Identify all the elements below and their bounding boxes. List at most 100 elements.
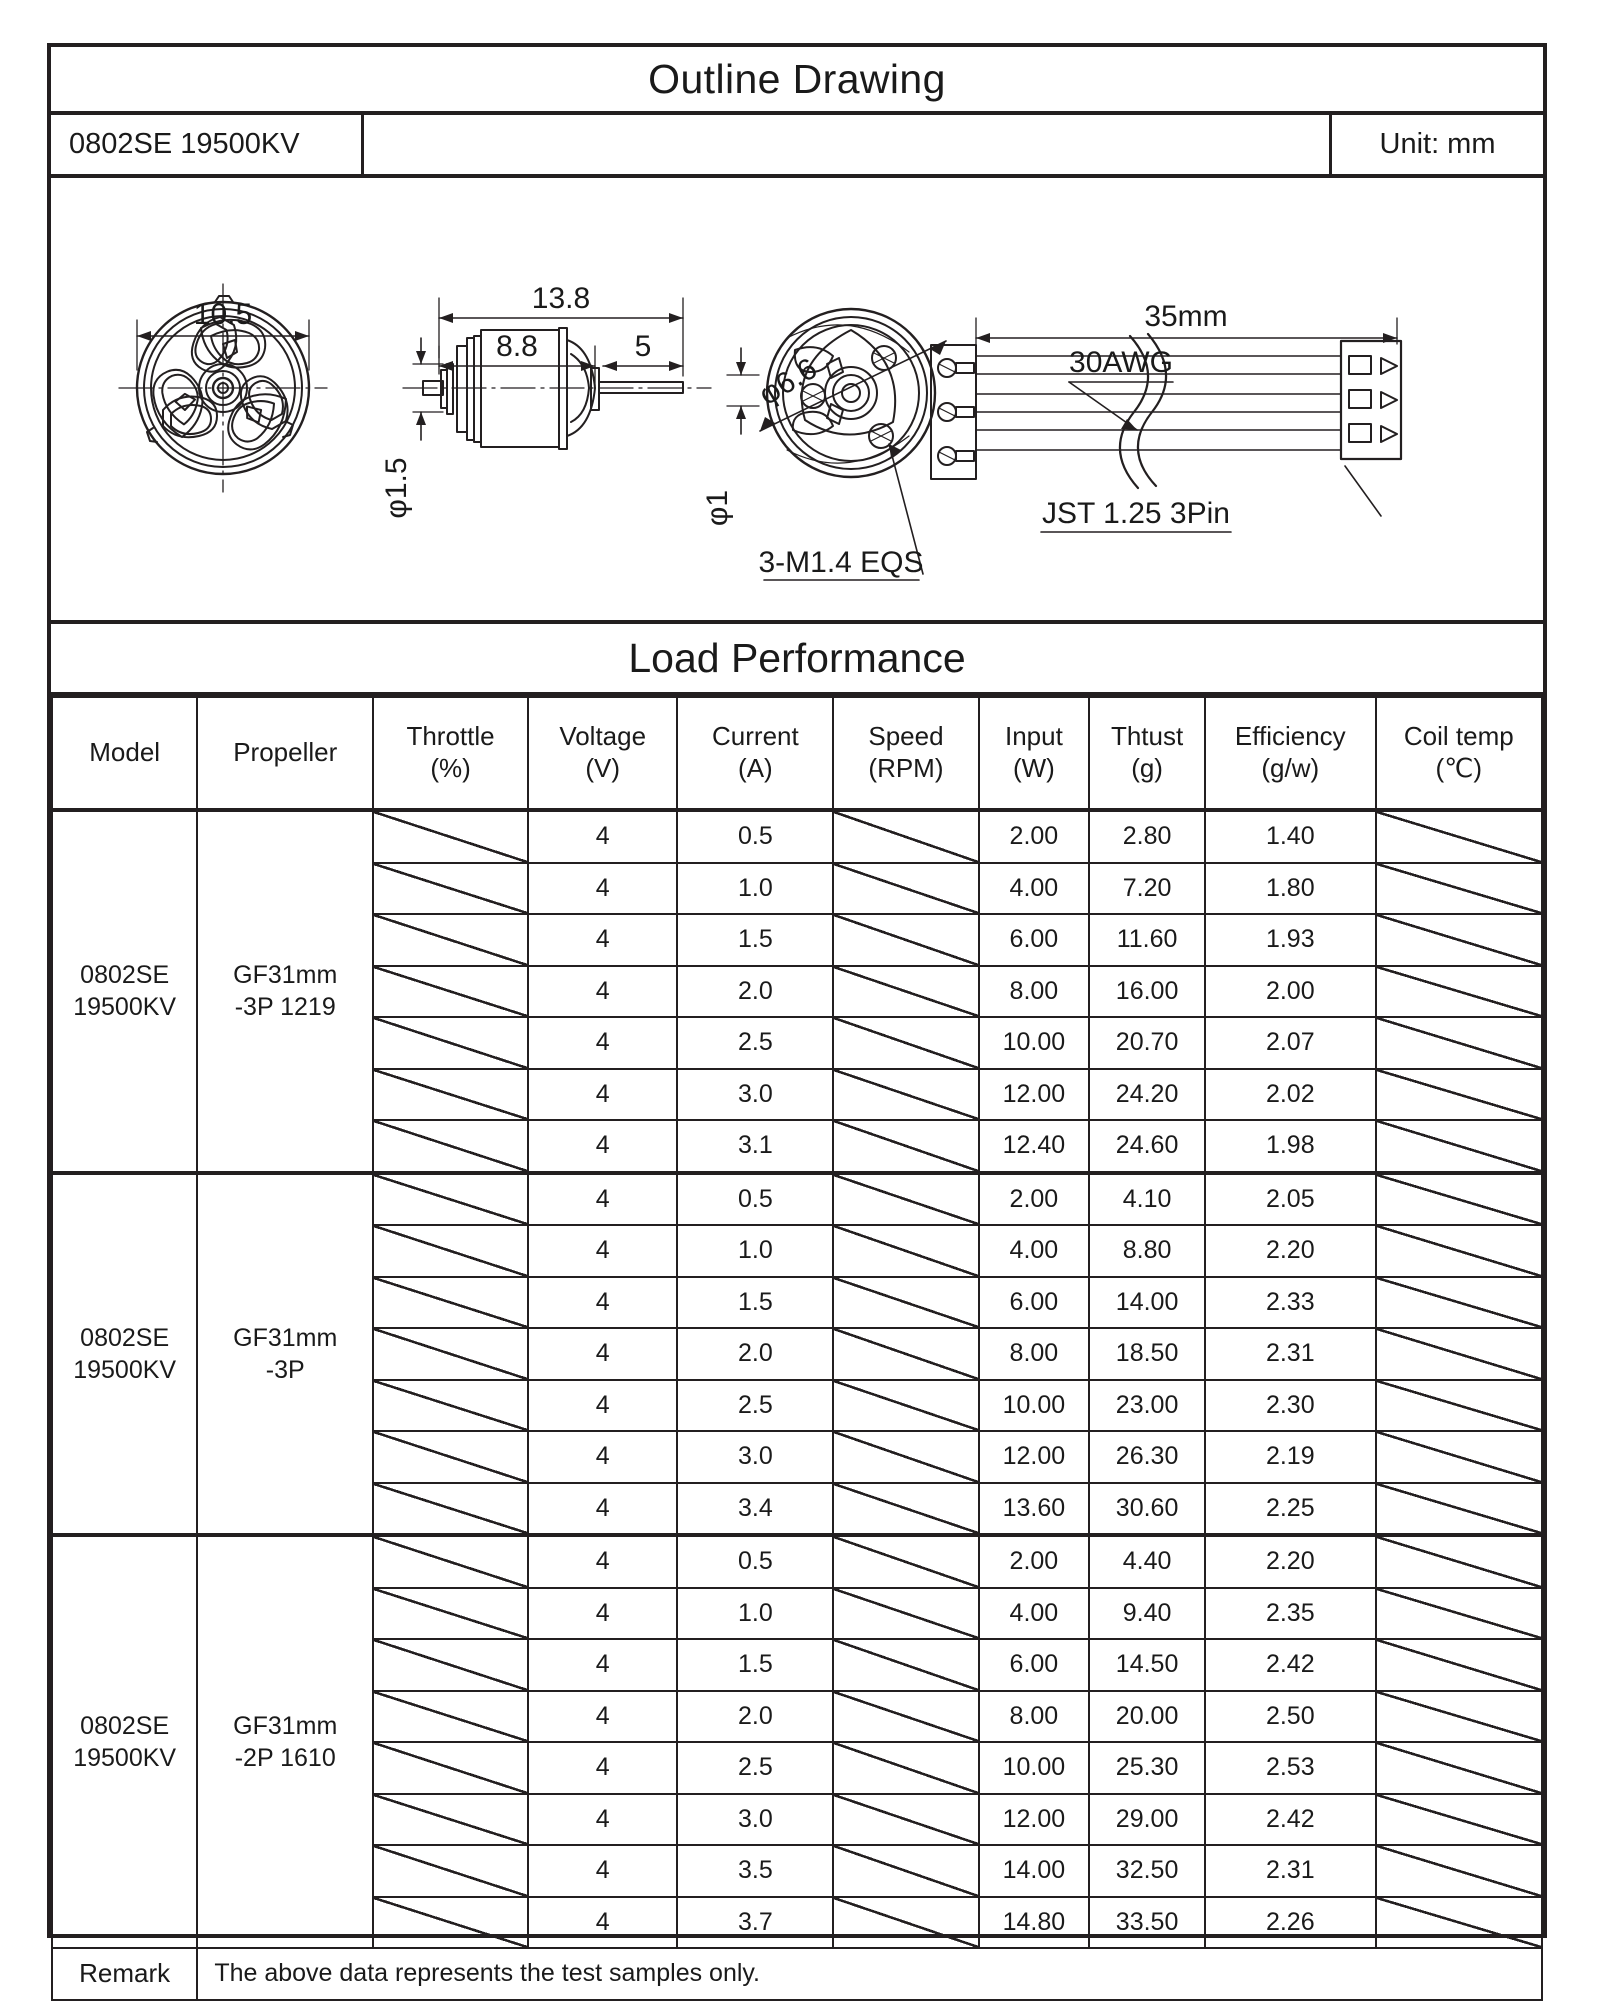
cell-thrust: 24.20 xyxy=(1088,1067,1206,1121)
cell-coil-temp xyxy=(1374,1224,1544,1278)
cell-coil-temp xyxy=(1374,1275,1544,1329)
dim-body-length: 8.8 xyxy=(496,330,538,363)
cell-thrust: 14.00 xyxy=(1088,1275,1206,1329)
cell-voltage: 4 xyxy=(526,1586,679,1640)
cell-speed xyxy=(832,1586,980,1640)
cell-input: 4.00 xyxy=(977,1586,1091,1640)
cell-current: 3.7 xyxy=(676,1895,835,1949)
dim-shaft-length: 5 xyxy=(635,330,652,363)
cell-coil-temp xyxy=(1374,861,1544,915)
cell-efficiency: 1.93 xyxy=(1204,913,1377,967)
cell-voltage: 4 xyxy=(526,1689,679,1743)
cell-voltage: 4 xyxy=(526,1119,679,1174)
cell-speed xyxy=(832,1275,980,1329)
cell-coil-temp xyxy=(1374,1119,1544,1174)
cell-efficiency: 2.05 xyxy=(1204,1170,1377,1226)
col-header-efficiency: Efficiency (g/w) xyxy=(1204,696,1377,811)
col-header-efficiency-name: Efficiency xyxy=(1234,721,1346,752)
table-row: 0802SE 19500KV GF31mm -3P 1219 4 0.5 2.00 2.80 1… xyxy=(50,808,1544,1174)
cell-current: 3.5 xyxy=(676,1844,835,1898)
cell-efficiency: 2.20 xyxy=(1204,1224,1377,1278)
col-header-input: Input (W) xyxy=(977,696,1091,811)
dim-wire-length: 35mm xyxy=(1144,300,1227,333)
cell-thrust: 25.30 xyxy=(1088,1741,1206,1795)
unit-cell: Unit: mm xyxy=(1329,115,1543,174)
table-row: 4 3.0 12.00 29.00 2.42 xyxy=(52,1792,1544,1846)
cell-efficiency: 1.98 xyxy=(1204,1119,1377,1174)
cell-thrust: 14.50 xyxy=(1088,1638,1206,1692)
cell-throttle xyxy=(372,1689,529,1743)
col-header-propeller: Propeller xyxy=(196,696,375,811)
cell-speed xyxy=(832,1119,980,1174)
cell-speed xyxy=(832,1481,980,1536)
cell-voltage: 4 xyxy=(526,1430,679,1484)
cell-efficiency: 2.31 xyxy=(1204,1327,1377,1381)
cell-efficiency: 2.25 xyxy=(1204,1481,1377,1536)
dim-front-diameter: 10.5 xyxy=(194,298,252,331)
cell-thrust: 4.40 xyxy=(1088,1533,1206,1589)
col-header-coil-temp-name: Coil temp xyxy=(1403,721,1514,752)
cell-speed xyxy=(832,1170,980,1226)
model-id-label: 0802SE 19500KV xyxy=(69,128,300,160)
cell-efficiency: 2.07 xyxy=(1204,1016,1377,1070)
cell-efficiency: 2.50 xyxy=(1204,1689,1377,1743)
col-header-throttle-unit: (%) xyxy=(430,753,471,783)
cell-speed xyxy=(832,808,980,864)
cell-input: 2.00 xyxy=(977,1533,1091,1589)
cell-throttle xyxy=(372,1586,529,1640)
cell-throttle xyxy=(372,808,529,864)
cell-propeller-line2: -3P 1219 xyxy=(234,993,336,1022)
side-view-drawing xyxy=(402,297,712,450)
cell-voltage: 4 xyxy=(526,1895,679,1949)
table-row: 4 3.1 12.40 24.60 1.98 xyxy=(52,1119,1544,1174)
cell-voltage: 4 xyxy=(526,1170,679,1226)
cell-input: 4.00 xyxy=(977,861,1091,915)
cell-thrust: 20.70 xyxy=(1088,1016,1206,1070)
cell-current: 2.5 xyxy=(676,1378,835,1432)
cell-input: 13.60 xyxy=(977,1481,1091,1536)
dim-wire-gauge: 30AWG xyxy=(1069,346,1173,379)
cell-thrust: 4.10 xyxy=(1088,1170,1206,1226)
cell-efficiency: 1.40 xyxy=(1204,808,1377,864)
col-header-current: Current (A) xyxy=(676,696,835,811)
remark-text: The above data represents the test sampl… xyxy=(196,1947,1543,2001)
cell-current: 1.5 xyxy=(676,1638,835,1692)
cell-coil-temp xyxy=(1374,1170,1544,1226)
cell-speed xyxy=(832,1844,980,1898)
cell-speed xyxy=(832,1792,980,1846)
dim-connector: JST 1.25 3Pin xyxy=(1042,497,1230,530)
cell-thrust: 23.00 xyxy=(1088,1378,1206,1432)
dim-shaft-diameter: φ1 xyxy=(701,490,734,526)
cell-current: 2.0 xyxy=(676,964,835,1018)
col-header-throttle: Throttle (%) xyxy=(372,696,529,811)
cell-efficiency: 2.26 xyxy=(1204,1895,1377,1949)
col-header-coil-temp-unit: (℃) xyxy=(1435,753,1483,783)
cell-input: 14.80 xyxy=(977,1895,1091,1949)
cell-speed xyxy=(832,1895,980,1949)
cell-thrust: 30.60 xyxy=(1088,1481,1206,1536)
cell-throttle xyxy=(372,1895,529,1949)
cell-throttle xyxy=(372,1170,529,1226)
table-row: 4 1.0 4.00 7.20 1.80 xyxy=(52,861,1544,915)
cell-voltage: 4 xyxy=(526,1741,679,1795)
cell-current: 0.5 xyxy=(676,808,835,864)
cell-efficiency: 2.31 xyxy=(1204,1844,1377,1898)
outline-drawing-canvas: 10.5 13.8 8.8 5 φ1.5 φ1 φ6.6 35mm 30AWG … xyxy=(51,178,1543,624)
cell-model: 0802SE 19500KV xyxy=(50,808,199,1174)
cell-throttle xyxy=(372,1533,529,1589)
table-row: 4 1.5 6.00 14.00 2.33 xyxy=(52,1275,1544,1329)
cell-input: 8.00 xyxy=(977,1327,1091,1381)
table-row: 0802SE 19500KV GF31mm -2P 1610 4 0.5 2.00 4.40 2… xyxy=(50,1533,1544,1949)
cell-throttle xyxy=(372,913,529,967)
cell-input: 8.00 xyxy=(977,964,1091,1018)
cell-input: 4.00 xyxy=(977,1224,1091,1278)
cell-throttle xyxy=(372,1792,529,1846)
cell-coil-temp xyxy=(1374,1016,1544,1070)
cell-voltage: 4 xyxy=(526,1481,679,1536)
id-bar-spacer xyxy=(364,115,1329,174)
cell-speed xyxy=(832,1638,980,1692)
outline-drawing-svg: 10.5 13.8 8.8 5 φ1.5 φ1 φ6.6 35mm 30AWG … xyxy=(118,282,1403,581)
cell-throttle xyxy=(372,1741,529,1795)
cell-voltage: 4 xyxy=(526,808,679,864)
cell-propeller-line1: GF31mm xyxy=(233,1323,338,1352)
